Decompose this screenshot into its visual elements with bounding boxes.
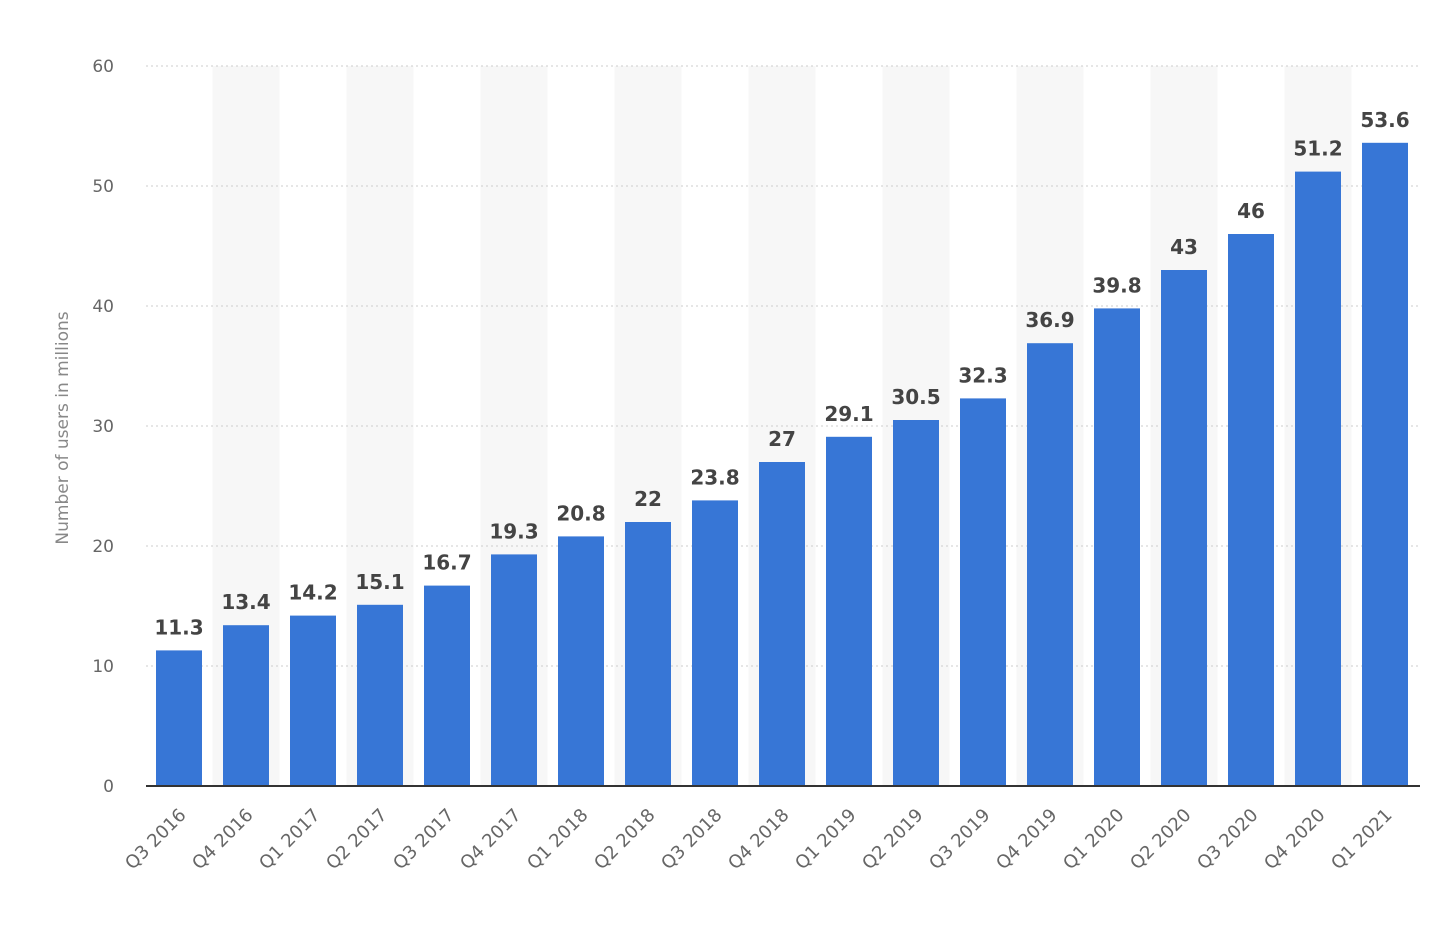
x-tick-label: Q1 2019 bbox=[791, 805, 860, 874]
x-tick-label: Q3 2016 bbox=[121, 805, 190, 874]
x-tick-label: Q2 2019 bbox=[858, 805, 927, 874]
x-tick-label: Q2 2018 bbox=[590, 805, 659, 874]
data-label: 43 bbox=[1170, 235, 1198, 259]
bar bbox=[1094, 308, 1140, 786]
bar bbox=[357, 604, 403, 786]
bar bbox=[290, 615, 336, 786]
bar bbox=[1362, 142, 1408, 787]
bar bbox=[491, 554, 537, 786]
data-label: 15.1 bbox=[355, 570, 404, 594]
bar bbox=[893, 420, 939, 786]
bar bbox=[692, 500, 738, 786]
bar bbox=[759, 462, 805, 786]
data-label: 13.4 bbox=[221, 590, 270, 614]
bar bbox=[558, 536, 604, 786]
bar bbox=[223, 625, 269, 786]
bar bbox=[1295, 171, 1341, 787]
x-tick-label: Q2 2017 bbox=[322, 805, 391, 874]
data-label: 19.3 bbox=[489, 519, 538, 543]
y-tick-label: 60 bbox=[92, 57, 114, 77]
bar bbox=[625, 522, 671, 786]
bar bbox=[826, 436, 872, 786]
x-tick-label: Q3 2019 bbox=[925, 805, 994, 874]
x-tick-label: Q2 2020 bbox=[1126, 805, 1195, 874]
data-label: 39.8 bbox=[1092, 273, 1141, 297]
y-tick-label: 50 bbox=[92, 177, 114, 197]
data-label: 14.2 bbox=[288, 581, 337, 605]
bar bbox=[1228, 234, 1274, 786]
data-label: 23.8 bbox=[690, 465, 739, 489]
y-axis-title: Number of users in millions bbox=[53, 311, 73, 544]
x-tick-label: Q1 2020 bbox=[1059, 805, 1128, 874]
y-tick-label: 20 bbox=[92, 537, 114, 557]
x-tick-label: Q1 2021 bbox=[1327, 805, 1396, 874]
data-label: 53.6 bbox=[1360, 108, 1409, 132]
data-label: 32.3 bbox=[958, 363, 1007, 387]
x-tick-label: Q4 2017 bbox=[456, 805, 525, 874]
data-label: 20.8 bbox=[556, 501, 605, 525]
y-axis-ticks: 0 10 20 30 40 50 60 bbox=[92, 57, 114, 797]
data-labels: 11.3 13.4 14.2 15.1 16.7 19.3 20.8 22 23.8 27 29.1… bbox=[154, 108, 1409, 640]
data-label: 22 bbox=[634, 487, 662, 511]
bar bbox=[1161, 270, 1207, 786]
y-tick-label: 40 bbox=[92, 297, 114, 317]
y-tick-label: 30 bbox=[92, 417, 114, 437]
x-tick-label: Q3 2018 bbox=[657, 805, 726, 874]
x-tick-label: Q1 2018 bbox=[523, 805, 592, 874]
x-tick-label: Q3 2020 bbox=[1193, 805, 1262, 874]
y-tick-label: 0 bbox=[103, 777, 114, 797]
data-label: 46 bbox=[1237, 199, 1265, 223]
bar bbox=[156, 650, 202, 786]
data-label: 16.7 bbox=[422, 551, 471, 575]
bars bbox=[156, 142, 1408, 787]
x-tick-label: Q3 2017 bbox=[389, 805, 458, 874]
x-tick-label: Q4 2020 bbox=[1260, 805, 1329, 874]
bar bbox=[1027, 343, 1073, 786]
x-tick-label: Q1 2017 bbox=[255, 805, 324, 874]
x-tick-label: Q4 2016 bbox=[188, 805, 257, 874]
data-label: 30.5 bbox=[891, 385, 940, 409]
x-tick-label: Q4 2019 bbox=[992, 805, 1061, 874]
data-label: 27 bbox=[768, 427, 796, 451]
bar bbox=[424, 585, 470, 786]
data-label: 51.2 bbox=[1293, 137, 1342, 161]
data-label: 11.3 bbox=[154, 615, 203, 639]
data-label: 36.9 bbox=[1025, 308, 1074, 332]
data-label: 29.1 bbox=[824, 402, 873, 426]
bar bbox=[960, 398, 1006, 786]
x-tick-label: Q4 2018 bbox=[724, 805, 793, 874]
y-tick-label: 10 bbox=[92, 657, 114, 677]
